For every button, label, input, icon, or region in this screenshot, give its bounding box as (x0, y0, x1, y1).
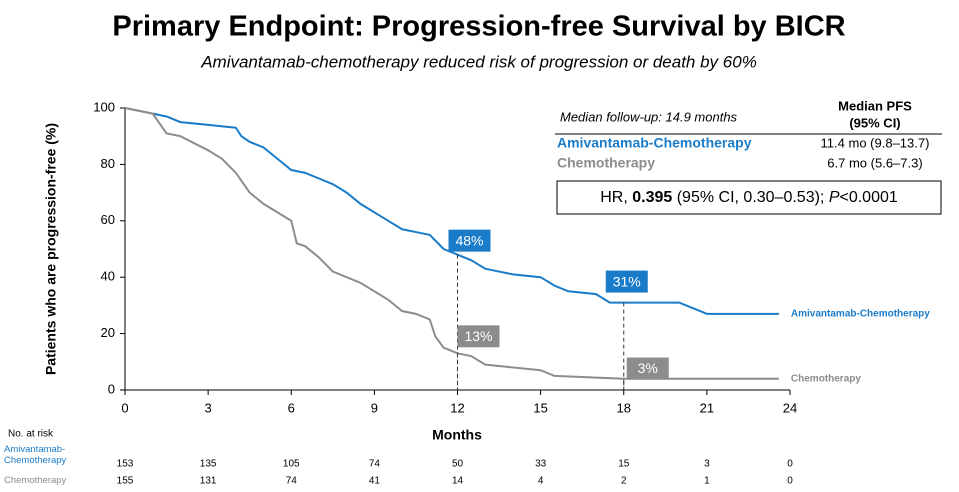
risk-count: 2 (621, 476, 627, 487)
y-tick-label: 100 (93, 99, 115, 114)
risk-count: 153 (117, 459, 134, 470)
follow-up: Median follow-up: 14.9 months (560, 109, 738, 124)
risk-count: 105 (283, 459, 300, 470)
risk-count: 50 (452, 459, 464, 470)
risk-count: 4 (538, 476, 544, 487)
y-tick-label: 80 (101, 156, 115, 171)
x-tick-label: 3 (205, 400, 212, 415)
y-tick-label: 20 (101, 325, 115, 340)
annotation-box (626, 357, 669, 380)
x-tick-label: 12 (450, 400, 464, 415)
risk-count: 131 (200, 476, 217, 487)
series-label: Amivantamab-Chemotherapy (791, 309, 930, 320)
hr-text: HR, 0.395 (95% CI, 0.30–0.53); P<0.0001 (600, 189, 898, 206)
chart-title: Primary Endpoint: Progression-free Survi… (112, 11, 845, 43)
annotation-label: 31% (613, 273, 641, 289)
risk-count: 33 (535, 459, 547, 470)
risk-title: No. at risk (8, 429, 54, 440)
risk-row-name: Amivantamab-Chemotherapy (4, 444, 67, 466)
y-tick-label: 0 (108, 381, 115, 396)
summary-header: Median PFS (838, 98, 912, 113)
annotation-label: 13% (464, 328, 492, 344)
risk-count: 74 (369, 459, 381, 470)
series-label: Chemotherapy (791, 373, 861, 384)
y-tick-label: 60 (101, 212, 115, 227)
hr-prefix: HR, (600, 189, 632, 206)
chart-subtitle: Amivantamab-chemotherapy reduced risk of… (200, 52, 757, 71)
survival-curve (124, 107, 779, 315)
hr-ci: (95% CI, 0.30–0.53); (672, 189, 829, 206)
annotation-box (605, 270, 648, 293)
annotation-box (448, 229, 491, 252)
y-axis-label: Patients who are progression-free (%) (43, 123, 59, 375)
risk-count: 135 (200, 459, 217, 470)
hr-value: 0.395 (632, 189, 672, 206)
x-tick-label: 6 (288, 400, 295, 415)
x-tick-label: 24 (783, 400, 797, 415)
annotation-label: 3% (638, 360, 658, 376)
x-tick-label: 18 (617, 400, 631, 415)
risk-count: 41 (369, 476, 381, 487)
summary-row-value: 11.4 mo (9.8–13.7) (821, 135, 930, 150)
annotation-label: 48% (455, 232, 483, 248)
survival-curve (124, 107, 779, 380)
summary-header: (95% CI) (849, 115, 900, 130)
risk-count: 14 (452, 476, 464, 487)
risk-count: 0 (787, 476, 793, 487)
summary-row-value: 6.7 mo (5.6–7.3) (827, 155, 922, 170)
summary-row-name: Amivantamab-Chemotherapy (557, 135, 752, 151)
hr-box (556, 180, 942, 215)
risk-count: 74 (286, 476, 298, 487)
risk-count: 1 (704, 476, 710, 487)
risk-row-name: Chemotherapy (4, 475, 67, 486)
annotation-box (457, 325, 500, 348)
x-tick-label: 0 (121, 400, 128, 415)
risk-count: 15 (618, 459, 630, 470)
y-tick-label: 40 (101, 269, 115, 284)
risk-count: 3 (704, 459, 710, 470)
x-tick-label: 9 (371, 400, 378, 415)
x-tick-label: 15 (533, 400, 547, 415)
x-axis-label: Months (432, 427, 482, 443)
x-tick-label: 21 (700, 400, 714, 415)
summary-row-name: Chemotherapy (557, 155, 655, 171)
risk-count: 155 (117, 476, 134, 487)
risk-count: 0 (787, 459, 793, 470)
p-value: <0.0001 (839, 189, 897, 206)
p-symbol: P (829, 189, 840, 206)
